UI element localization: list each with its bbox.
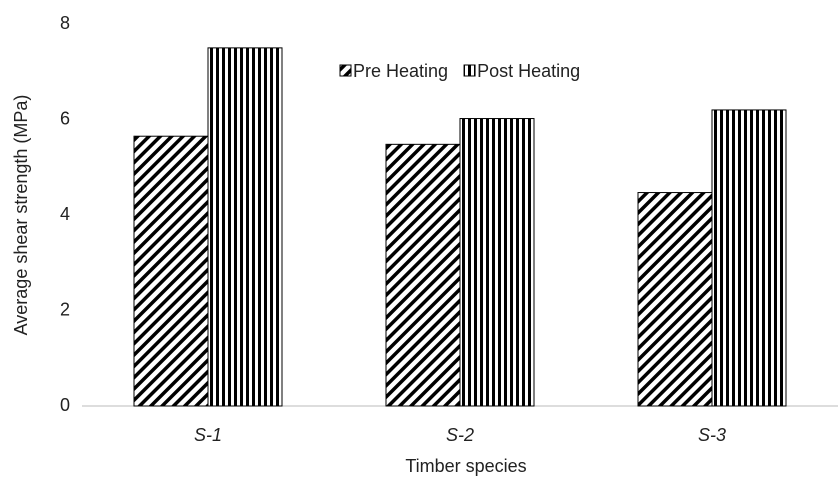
bar	[637, 192, 713, 407]
y-tick-label: 8	[60, 13, 70, 33]
legend-label: Post Heating	[477, 61, 580, 81]
bar	[207, 47, 283, 407]
x-axis-title: Timber species	[405, 456, 526, 476]
x-tick-label: S-2	[446, 425, 474, 445]
y-axis-title: Average shear strength (MPa)	[11, 95, 31, 336]
y-tick-label: 0	[60, 395, 70, 415]
bar	[133, 135, 209, 407]
bar	[385, 143, 461, 407]
x-tick-label: S-3	[698, 425, 726, 445]
y-tick-label: 4	[60, 204, 70, 224]
x-tick-label: S-1	[194, 425, 222, 445]
y-tick-label: 6	[60, 108, 70, 128]
bar	[459, 118, 535, 407]
legend-swatch	[463, 64, 476, 77]
legend-swatch	[339, 64, 352, 77]
y-tick-label: 2	[60, 299, 70, 319]
legend-label: Pre Heating	[353, 61, 448, 81]
bar	[711, 109, 787, 407]
